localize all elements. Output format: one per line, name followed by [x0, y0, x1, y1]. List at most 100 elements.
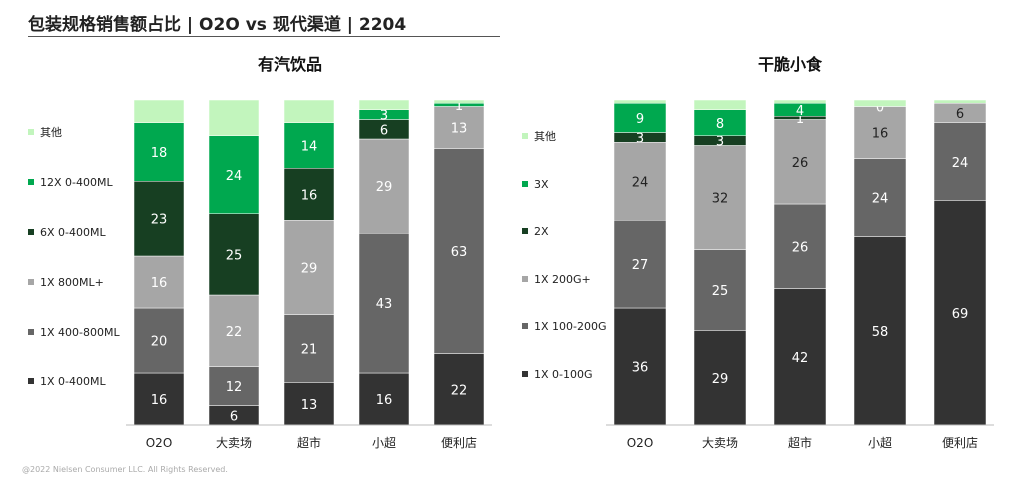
bar-segment [133, 181, 185, 257]
bar-segment [358, 372, 410, 426]
data-label: 20 [151, 335, 168, 350]
bar-segment [693, 145, 747, 250]
bar-segment [283, 382, 335, 426]
bar-segment [613, 142, 667, 221]
legend-swatch [28, 378, 34, 384]
bar-segment [283, 220, 335, 315]
data-label: 16 [301, 188, 318, 203]
legend-label: 2X [534, 225, 549, 238]
chart-title: 干脆小食 [758, 55, 823, 74]
copyright-footer: @2022 Nielsen Consumer LLC. All Rights R… [22, 465, 228, 474]
bar-segment [433, 353, 485, 426]
bar-segment [208, 99, 260, 136]
bar-segment [853, 236, 907, 426]
legend-label: 1X 400-800ML [40, 326, 120, 339]
data-label: 43 [376, 297, 393, 312]
bar-segment [853, 106, 907, 159]
x-tick-label: 小超 [868, 435, 892, 450]
x-tick-label: 便利店 [441, 436, 477, 450]
bar-segment [433, 106, 485, 149]
legend-swatch [28, 229, 34, 235]
bar-segment [433, 99, 485, 104]
bar-segment [283, 99, 335, 123]
data-label: 16 [151, 393, 168, 408]
bar-segment [613, 307, 667, 426]
legend-label: 12X 0-400ML [40, 176, 113, 189]
bar-segment [133, 122, 185, 182]
data-label: 0 [876, 101, 884, 116]
bar-segment [358, 233, 410, 374]
data-label: 29 [301, 261, 318, 276]
data-label: 58 [872, 325, 889, 340]
bar-segment [613, 99, 667, 104]
data-label: 25 [712, 284, 729, 299]
legend-label: 1X 800ML+ [40, 276, 104, 289]
legend-swatch [28, 279, 34, 285]
page-title: 包装规格销售额占比 | O2O vs 现代渠道 | 2204 [28, 15, 407, 35]
title-divider [28, 36, 500, 37]
data-label: 16 [872, 127, 889, 142]
legend-label: 1X 100-200G [534, 320, 607, 333]
data-label: 13 [451, 122, 468, 137]
bar-segment [283, 314, 335, 383]
bar-segment [133, 99, 185, 123]
data-label: 3 [380, 109, 388, 124]
data-label: 3 [716, 135, 724, 150]
bar-segment [613, 103, 667, 133]
x-tick-label: O2O [146, 436, 173, 450]
data-label: 16 [151, 276, 168, 291]
x-tick-label: 超市 [297, 435, 321, 450]
bar-segment [693, 109, 747, 136]
data-label: 6 [956, 107, 964, 122]
data-label: 8 [716, 117, 724, 132]
data-label: 24 [952, 156, 969, 171]
bar-segment [208, 135, 260, 214]
legend-swatch [522, 323, 528, 329]
data-label: 9 [636, 112, 644, 127]
data-label: 16 [376, 393, 393, 408]
data-label: 1 [796, 112, 804, 127]
legend-swatch [28, 179, 34, 185]
data-label: 23 [151, 213, 168, 228]
bar-segment [133, 307, 185, 374]
data-label: 12 [226, 380, 243, 395]
x-tick-label: O2O [627, 436, 654, 450]
bar-segment [358, 138, 410, 234]
data-label: 18 [151, 146, 168, 161]
legend-swatch [522, 371, 528, 377]
legend-label: 其他 [40, 126, 62, 139]
data-label: 29 [376, 180, 393, 195]
x-tick-label: 小超 [372, 435, 396, 450]
legend-label: 1X 200G+ [534, 273, 591, 286]
x-tick-label: 便利店 [942, 436, 978, 450]
data-label: 29 [712, 372, 729, 387]
data-label: 26 [792, 156, 809, 171]
data-label: 69 [952, 307, 969, 322]
x-tick-label: 大卖场 [216, 436, 252, 450]
data-label: 24 [872, 192, 889, 207]
data-label: 6 [230, 409, 238, 424]
data-label: 22 [226, 325, 243, 340]
bar-segment [933, 99, 987, 104]
bar-segment [358, 99, 410, 110]
data-label: 3 [636, 131, 644, 146]
data-label: 36 [632, 361, 649, 376]
data-label: 22 [451, 383, 468, 398]
data-label: 1 [455, 99, 463, 114]
data-label: 32 [712, 192, 729, 207]
data-label: 13 [301, 398, 318, 413]
bar-segment [208, 366, 260, 406]
x-tick-label: 大卖场 [702, 436, 738, 450]
data-label: 21 [301, 343, 318, 358]
bar-segment [433, 148, 485, 354]
bar-segment [693, 330, 747, 426]
bar-segment [933, 122, 987, 201]
data-label: 4 [796, 104, 804, 119]
legend-swatch [28, 329, 34, 335]
data-label: 27 [632, 258, 649, 273]
legend-label: 6X 0-400ML [40, 226, 106, 239]
bar-segment [693, 249, 747, 331]
bar-segment [693, 99, 747, 110]
data-label: 63 [451, 245, 468, 260]
data-label: 6 [380, 123, 388, 138]
